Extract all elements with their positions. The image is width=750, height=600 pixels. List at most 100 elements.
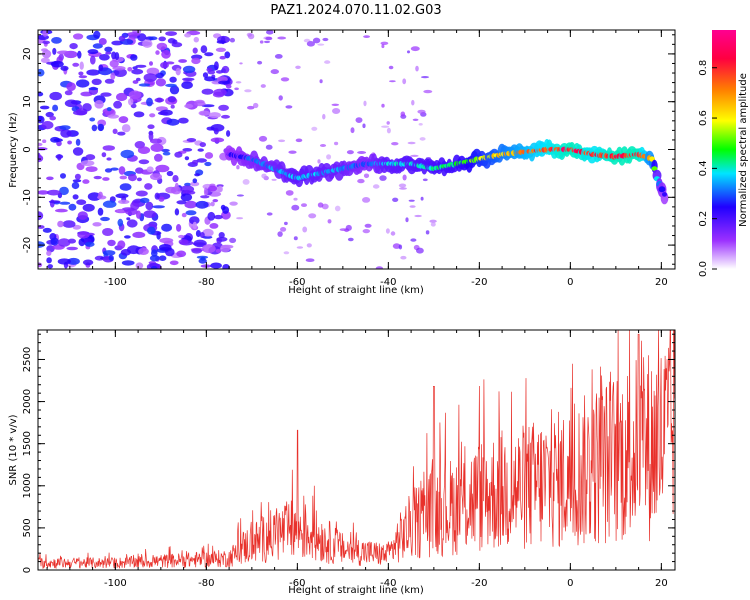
- spectrogram-noise-blob: [202, 235, 213, 239]
- snr-y-tick-label: 0: [22, 567, 33, 573]
- spectrogram-noise-blob: [430, 222, 436, 227]
- colorbar-tick-label: 0.4: [698, 160, 709, 176]
- spectrogram-noise-blob: [200, 195, 210, 199]
- spectrogram-noise-blob: [208, 112, 221, 119]
- spectrogram-y-tick-label: 0: [22, 146, 33, 152]
- spectrogram-noise-blob: [202, 228, 214, 237]
- spectrogram-noise-blob: [339, 228, 348, 232]
- spectrogram-noise-blob: [429, 219, 437, 223]
- spectrogram-noise-blob: [215, 249, 222, 253]
- spectrogram-noise-blob: [277, 36, 287, 40]
- snr-y-tick-label: 500: [22, 518, 33, 537]
- spectrogram-noise-blob: [94, 100, 104, 109]
- spectrogram-noise-blob: [72, 147, 84, 156]
- spectrogram-noise-blob: [235, 81, 242, 84]
- spectrogram-noise-blob: [224, 51, 231, 59]
- spectrogram-noise-blob: [390, 231, 396, 236]
- spectrogram-noise-blob: [59, 125, 71, 130]
- spectrogram-noise-blob: [190, 181, 200, 187]
- spectrogram-noise-blob: [73, 33, 84, 40]
- spectrogram-noise-blob: [148, 132, 154, 141]
- spectrogram-noise-blob: [154, 97, 165, 103]
- spectrogram-noise-blob: [176, 224, 182, 232]
- spectrogram-x-tick-label: -80: [198, 277, 214, 288]
- spectrogram-noise-blob: [379, 175, 387, 181]
- spectrogram-noise-blob: [64, 90, 73, 96]
- spectrogram-noise-blob: [150, 266, 158, 269]
- spectrogram-noise-blob: [274, 54, 283, 59]
- spectrogram-noise-blob: [418, 123, 423, 126]
- spectrogram-noise-blob: [350, 127, 355, 134]
- spectrogram-noise-blob: [82, 259, 94, 266]
- spectrogram-noise-blob: [385, 228, 390, 234]
- spectrogram-noise-blob: [132, 231, 146, 238]
- spectrogram-noise-blob: [391, 142, 399, 146]
- spectrogram-noise-blob: [90, 55, 96, 65]
- spectrogram-noise-blob: [284, 221, 288, 226]
- spectrogram-noise-blob: [38, 115, 45, 124]
- spectrogram-noise-blob: [419, 137, 426, 141]
- spectrogram-noise-blob: [214, 214, 223, 220]
- spectrogram-noise-blob: [130, 201, 140, 211]
- spectrogram-noise-blob: [364, 223, 372, 228]
- spectrogram-noise-blob: [85, 154, 96, 161]
- colorbar-label: Normalized spectral amplitude: [738, 73, 749, 227]
- spectrogram-noise-blob: [312, 37, 321, 44]
- spectrogram-noise-blob: [118, 116, 129, 124]
- spectrogram-noise-blob: [171, 42, 183, 48]
- spectrogram-y-tick-label: -10: [22, 189, 33, 205]
- spectrogram-noise-blob: [64, 99, 78, 108]
- spectrogram-noise-blob: [98, 191, 103, 199]
- spectrogram-noise-blob: [285, 105, 293, 109]
- spectrogram-noise-blob: [133, 111, 145, 118]
- spectrogram-noise-blob: [158, 255, 167, 261]
- spectrogram-noise-blob: [128, 90, 142, 100]
- spectrogram-y-tick-label: 10: [22, 95, 33, 108]
- spectrogram-noise-blob: [74, 173, 81, 180]
- spectrogram-noise-blob: [66, 246, 78, 251]
- spectrogram-noise-blob: [135, 77, 141, 82]
- spectrogram-noise-blob: [46, 176, 54, 181]
- spectrogram-noise-blob: [178, 239, 189, 245]
- spectrogram-noise-blob: [119, 175, 128, 180]
- spectrogram-noise-blob: [107, 239, 116, 247]
- spectrogram-noise-blob: [192, 221, 198, 230]
- spectrogram-noise-blob: [86, 69, 100, 76]
- spectrogram-noise-blob: [42, 227, 52, 233]
- spectrogram-noise-blob: [104, 46, 113, 53]
- snr-x-tick-label: -20: [471, 578, 487, 589]
- spectrogram-noise-blob: [176, 200, 187, 205]
- spectrogram-noise-blob: [266, 30, 274, 35]
- spectrogram-noise-blob: [102, 177, 110, 181]
- spectrogram-noise-blob: [107, 114, 120, 119]
- spectrogram-noise-blob: [392, 197, 399, 202]
- spectrogram-noise-blob: [319, 79, 323, 84]
- spectrogram-noise-blob: [79, 61, 84, 70]
- spectrogram-noise-blob: [392, 243, 401, 249]
- spectrogram-noise-blob: [363, 100, 367, 107]
- spectrogram-noise-blob: [136, 210, 141, 219]
- spectrogram-noise-blob: [165, 83, 177, 88]
- spectrogram-noise-blob: [189, 216, 200, 225]
- spectrogram-noise-blob: [116, 92, 128, 102]
- spectrogram-noise-blob: [126, 32, 141, 37]
- spectrogram-noise-blob: [347, 237, 354, 242]
- spectrogram-noise-blob: [49, 116, 56, 121]
- spectrogram-noise-blob: [202, 72, 209, 78]
- spectrogram-noise-blob: [200, 256, 206, 261]
- spectrogram-noise-blob: [117, 240, 126, 249]
- colorbar-tick-label: 0.0: [698, 261, 709, 277]
- spectrogram-noise-blob: [60, 129, 72, 138]
- spectrogram-noise-blob: [362, 123, 366, 129]
- spectrogram-noise-blob: [214, 61, 219, 71]
- spectrogram-noise-blob: [72, 224, 82, 230]
- snr-y-tick-label: 2000: [22, 389, 33, 414]
- spectrogram-noise-blob: [42, 40, 50, 45]
- spectrogram-noise-blob: [355, 117, 363, 123]
- spectrogram-noise-blob: [85, 166, 98, 173]
- spectrogram-noise-blob: [166, 118, 180, 126]
- spectrogram-noise-blob: [162, 151, 171, 156]
- spectrogram-noise-blob: [137, 33, 147, 42]
- spectrogram-noise-blob: [150, 173, 162, 181]
- spectrogram-noise-blob: [106, 107, 112, 112]
